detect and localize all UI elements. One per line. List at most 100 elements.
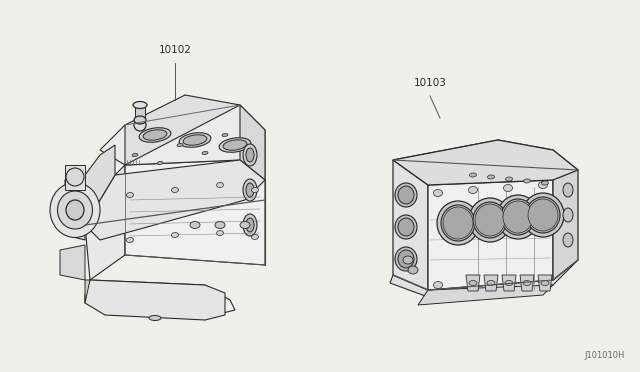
Ellipse shape (133, 102, 147, 109)
Polygon shape (85, 280, 225, 320)
Ellipse shape (134, 119, 146, 131)
Polygon shape (125, 95, 240, 165)
Polygon shape (85, 145, 115, 225)
Ellipse shape (395, 247, 417, 271)
Ellipse shape (505, 280, 513, 285)
Polygon shape (393, 140, 578, 185)
Ellipse shape (252, 234, 259, 240)
Ellipse shape (398, 218, 414, 236)
Ellipse shape (202, 151, 208, 154)
Ellipse shape (487, 280, 495, 285)
Ellipse shape (563, 233, 573, 247)
Ellipse shape (395, 183, 417, 207)
Polygon shape (393, 140, 553, 185)
Polygon shape (553, 150, 578, 280)
Ellipse shape (219, 138, 251, 152)
Ellipse shape (243, 179, 257, 201)
Ellipse shape (541, 280, 549, 285)
Ellipse shape (243, 144, 257, 166)
Text: 10102: 10102 (159, 45, 191, 55)
Ellipse shape (433, 189, 442, 196)
Ellipse shape (528, 199, 558, 231)
Ellipse shape (149, 315, 161, 321)
Ellipse shape (216, 231, 223, 235)
Ellipse shape (469, 198, 511, 242)
Text: 10103: 10103 (413, 78, 447, 88)
Ellipse shape (246, 148, 254, 162)
Ellipse shape (243, 214, 257, 236)
Ellipse shape (215, 221, 225, 228)
Ellipse shape (398, 250, 414, 268)
Ellipse shape (408, 266, 418, 274)
Polygon shape (135, 105, 145, 120)
Ellipse shape (433, 282, 442, 289)
Ellipse shape (403, 256, 413, 264)
Ellipse shape (538, 278, 547, 285)
Ellipse shape (522, 193, 564, 237)
Polygon shape (125, 160, 265, 265)
Ellipse shape (246, 183, 254, 197)
Ellipse shape (497, 195, 539, 239)
Polygon shape (418, 285, 553, 305)
Ellipse shape (503, 201, 533, 233)
Ellipse shape (468, 186, 477, 193)
Ellipse shape (473, 202, 507, 238)
Polygon shape (240, 105, 265, 180)
Ellipse shape (222, 134, 228, 137)
Ellipse shape (252, 187, 259, 192)
Ellipse shape (134, 116, 146, 124)
Polygon shape (85, 280, 235, 315)
Ellipse shape (177, 144, 183, 147)
Ellipse shape (504, 185, 513, 192)
Ellipse shape (524, 179, 531, 183)
Ellipse shape (50, 183, 100, 237)
Polygon shape (393, 160, 428, 290)
Polygon shape (484, 275, 498, 291)
Polygon shape (85, 160, 265, 240)
Ellipse shape (157, 161, 163, 164)
Ellipse shape (541, 181, 548, 185)
Ellipse shape (538, 182, 547, 189)
Ellipse shape (139, 128, 171, 142)
Ellipse shape (127, 237, 134, 243)
Polygon shape (100, 105, 265, 180)
Text: J101010H: J101010H (584, 351, 625, 360)
Ellipse shape (132, 154, 138, 157)
Ellipse shape (216, 183, 223, 187)
Polygon shape (502, 275, 516, 291)
Ellipse shape (501, 199, 535, 235)
Polygon shape (520, 275, 534, 291)
Ellipse shape (475, 204, 505, 236)
Ellipse shape (488, 175, 495, 179)
Ellipse shape (470, 173, 477, 177)
Ellipse shape (395, 215, 417, 239)
Ellipse shape (523, 280, 531, 285)
Ellipse shape (246, 218, 254, 232)
Ellipse shape (240, 221, 250, 228)
Ellipse shape (506, 177, 513, 181)
Polygon shape (65, 165, 85, 190)
Polygon shape (85, 280, 90, 303)
Polygon shape (85, 165, 125, 280)
Ellipse shape (441, 205, 475, 241)
Ellipse shape (172, 187, 179, 192)
Ellipse shape (223, 140, 247, 150)
Polygon shape (466, 275, 480, 291)
Ellipse shape (143, 130, 167, 140)
Ellipse shape (469, 280, 477, 285)
Ellipse shape (526, 197, 560, 233)
Ellipse shape (437, 201, 479, 245)
Ellipse shape (563, 208, 573, 222)
Ellipse shape (190, 221, 200, 228)
Ellipse shape (468, 282, 477, 289)
Ellipse shape (58, 191, 93, 229)
Polygon shape (390, 260, 578, 297)
Ellipse shape (179, 133, 211, 147)
Ellipse shape (183, 135, 207, 145)
Polygon shape (428, 180, 553, 290)
Ellipse shape (443, 207, 473, 239)
Ellipse shape (398, 186, 414, 204)
Ellipse shape (66, 200, 84, 220)
Polygon shape (538, 275, 552, 291)
Ellipse shape (504, 279, 513, 286)
